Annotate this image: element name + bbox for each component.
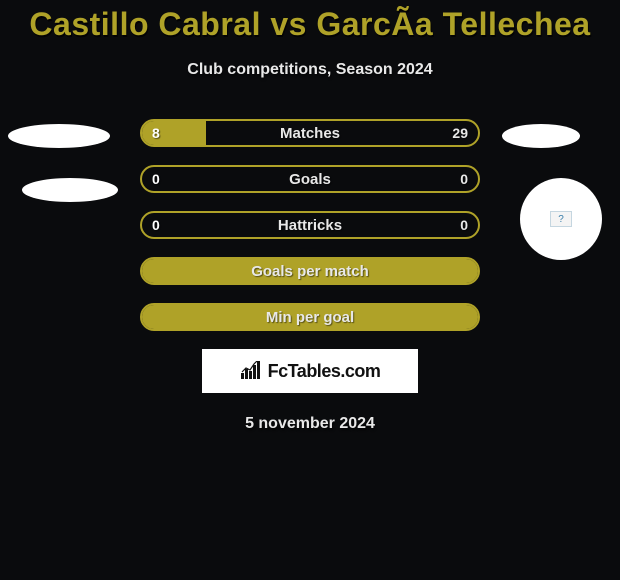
page-title: Castillo Cabral vs GarcÃ­a Tellechea [0, 0, 620, 43]
stat-label: Hattricks [142, 217, 478, 234]
stat-bar: Goals per match [140, 257, 480, 285]
branding-box: FcTables.com [202, 349, 418, 393]
stat-label: Goals per match [142, 263, 478, 280]
stat-bar: 00Goals [140, 165, 480, 193]
side-ellipse [8, 124, 110, 148]
page-date: 5 november 2024 [0, 415, 620, 433]
stat-row: Goals per match [10, 257, 610, 285]
branding-text: FcTables.com [268, 361, 381, 382]
flag-icon: ? [550, 211, 572, 227]
side-ellipse [502, 124, 580, 148]
chart-icon [240, 361, 262, 381]
player-avatar: ? [520, 178, 602, 260]
stat-row: Min per goal [10, 303, 610, 331]
stat-bar: 00Hattricks [140, 211, 480, 239]
page-subtitle: Club competitions, Season 2024 [0, 61, 620, 79]
stat-bar: Min per goal [140, 303, 480, 331]
stat-label: Matches [142, 125, 478, 142]
side-ellipse [22, 178, 118, 202]
stat-label: Goals [142, 171, 478, 188]
stat-label: Min per goal [142, 309, 478, 326]
stat-bar: 829Matches [140, 119, 480, 147]
